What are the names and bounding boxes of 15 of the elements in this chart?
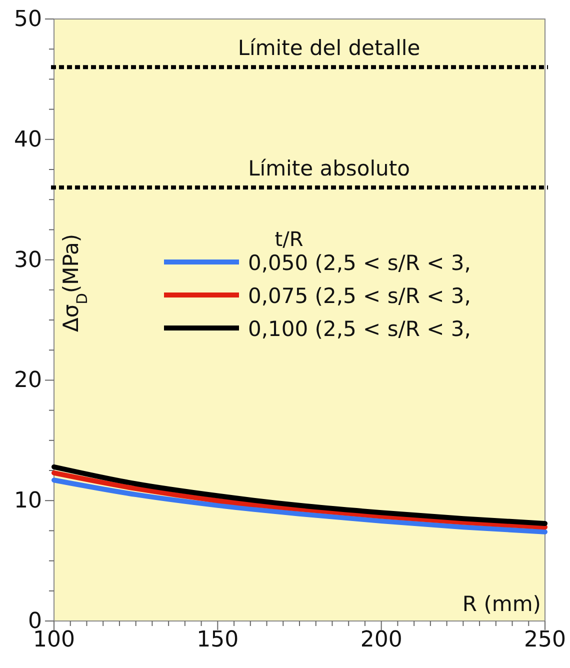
ref-line-label: Límite absoluto: [248, 156, 410, 181]
legend-title: t/R: [274, 227, 304, 251]
legend-label: 0,075 (2,5 < s/R < 3,: [248, 284, 471, 308]
x-tick-label: 250: [524, 628, 566, 653]
y-tick-label: 10: [14, 488, 42, 514]
y-tick-label: 30: [14, 248, 42, 273]
y-tick-label: 50: [14, 7, 42, 32]
x-tick-label: 200: [360, 628, 402, 653]
legend-label: 0,100 (2,5 < s/R < 3,: [248, 317, 471, 341]
y-tick-label: 20: [14, 368, 42, 394]
x-axis-title: R (mm): [462, 592, 541, 616]
x-tick-label: 150: [196, 628, 239, 653]
y-tick-label: 40: [14, 127, 42, 152]
ref-line-label: Límite del detalle: [238, 36, 420, 60]
legend-label: 0,050 (2,5 < s/R < 3,: [248, 251, 471, 275]
